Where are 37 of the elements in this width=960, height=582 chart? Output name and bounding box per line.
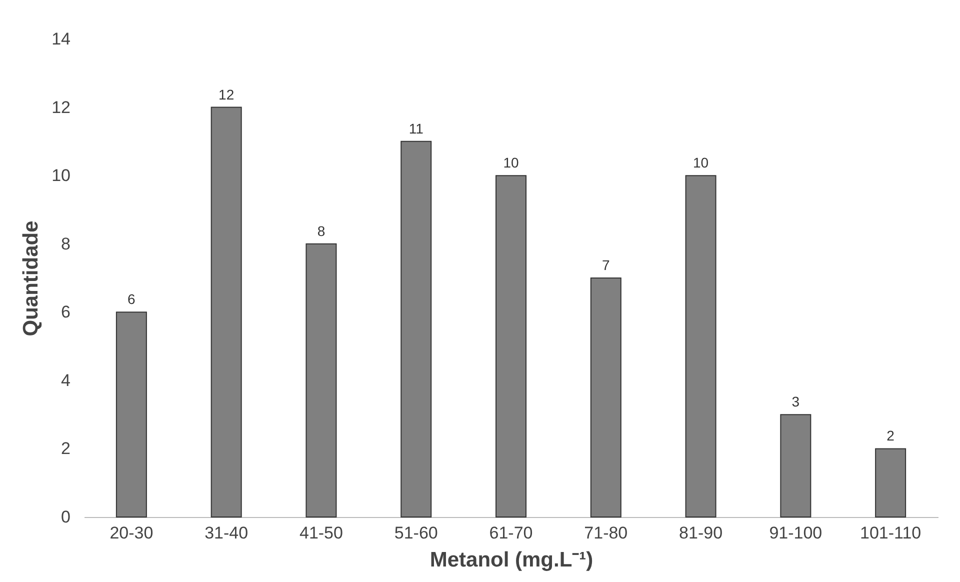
y-tick-label: 6 bbox=[61, 302, 70, 322]
data-label: 10 bbox=[692, 154, 709, 171]
data-label: 12 bbox=[218, 86, 234, 102]
x-tick-label: 41-50 bbox=[299, 524, 343, 542]
y-axis-title: Quantidade bbox=[20, 220, 43, 336]
y-tick-label: 2 bbox=[61, 439, 70, 458]
x-axis-title: Metanol (mg.L⁻¹) bbox=[430, 548, 594, 572]
bar bbox=[875, 448, 906, 518]
y-tick-label: 10 bbox=[52, 166, 70, 186]
y-tick-label: 12 bbox=[52, 98, 70, 117]
data-label: 7 bbox=[602, 257, 610, 273]
bar bbox=[400, 140, 432, 518]
data-label: 8 bbox=[317, 222, 326, 239]
data-label: 10 bbox=[503, 154, 519, 171]
x-tick-label: 20-30 bbox=[110, 524, 154, 542]
y-tick-label: 0 bbox=[61, 508, 70, 526]
x-tick-label: 101-110 bbox=[860, 524, 922, 542]
bar bbox=[210, 106, 242, 518]
x-tick-label: 91-100 bbox=[769, 524, 822, 542]
y-tick-label: 4 bbox=[61, 370, 70, 390]
data-label: 3 bbox=[792, 394, 800, 410]
y-tick-label: 8 bbox=[61, 234, 70, 254]
bar bbox=[116, 312, 147, 518]
y-tick-label: 14 bbox=[52, 30, 70, 48]
x-tick-label: 31-40 bbox=[204, 524, 248, 542]
data-label: 11 bbox=[408, 120, 424, 136]
bar bbox=[780, 414, 812, 518]
bar bbox=[496, 175, 526, 518]
data-label: 6 bbox=[128, 291, 136, 308]
x-tick-label: 71-80 bbox=[584, 524, 628, 542]
data-label: 2 bbox=[886, 428, 895, 444]
bar bbox=[306, 243, 337, 518]
x-tick-label: 61-70 bbox=[489, 524, 533, 542]
x-tick-label: 81-90 bbox=[679, 524, 723, 542]
x-tick-label: 51-60 bbox=[394, 524, 438, 542]
bar bbox=[590, 278, 622, 518]
bar bbox=[685, 175, 716, 518]
